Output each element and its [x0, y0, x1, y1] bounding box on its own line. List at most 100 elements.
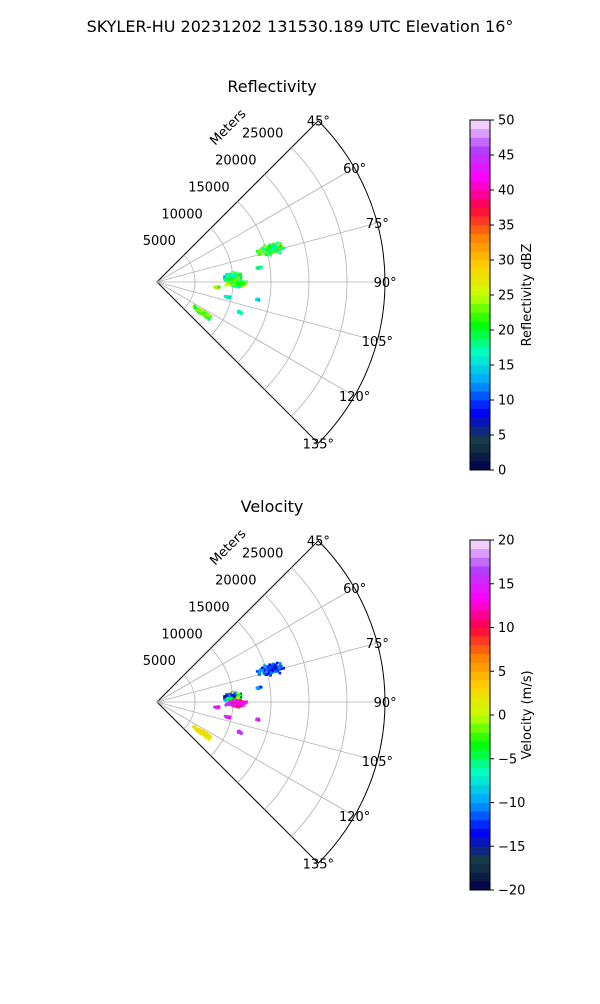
- echo-cell: [257, 686, 260, 689]
- echo-cell: [229, 703, 233, 707]
- colorbar-segment: [470, 146, 490, 156]
- echo-cell: [240, 282, 244, 286]
- echo-cell: [268, 666, 272, 669]
- azimuth-spoke: [156, 281, 355, 397]
- colorbar: 0 5 10 15 20 25 30 35 40 45 50 Reflectivity dBZ: [469, 114, 535, 479]
- echo-cell: [228, 278, 232, 281]
- echo-cell: [264, 665, 267, 669]
- colorbar-tick-label: 45: [498, 149, 515, 164]
- echo-cell: [226, 274, 229, 277]
- colorbar-segment: [470, 557, 490, 567]
- echo-cell: [274, 246, 278, 249]
- echo-cell: [238, 731, 242, 735]
- echo-cell: [282, 667, 285, 670]
- colorbar-tick-label: −15: [498, 840, 525, 855]
- colorbar-segment: [470, 872, 490, 882]
- azimuth-tick-label: 75°: [366, 217, 389, 232]
- colorbar-segment: [470, 347, 490, 357]
- colorbar-segment: [470, 627, 490, 637]
- echo-cell: [237, 730, 240, 734]
- colorbar-segment: [470, 198, 490, 208]
- echo-cell: [255, 266, 259, 270]
- echo-cell: [230, 696, 233, 700]
- echo-cell: [273, 247, 277, 251]
- echo-cell: [258, 668, 262, 672]
- colorbar-segment: [470, 277, 490, 287]
- colorbar-tick-label: 20: [498, 324, 515, 339]
- echo-cell: [268, 669, 271, 672]
- echo-cell: [235, 279, 238, 282]
- azimuth-spoke: [156, 701, 378, 762]
- echo-cell: [255, 670, 259, 673]
- colorbar-segment: [470, 260, 490, 270]
- echo-cell: [280, 667, 283, 671]
- panel-title: Velocity: [241, 497, 304, 516]
- echo-cell: [229, 280, 233, 284]
- colorbar-segment: [470, 566, 490, 576]
- colorbar-segment: [470, 435, 490, 445]
- echo-cell: [261, 669, 264, 672]
- colorbar-label: Velocity (m/s): [520, 670, 535, 759]
- echo-cell: [227, 281, 231, 285]
- colorbar-segment: [470, 732, 490, 742]
- echo-cell: [236, 276, 239, 279]
- colorbar-segment: [470, 645, 490, 655]
- echo-cell: [278, 248, 281, 251]
- colorbar-segment: [470, 776, 490, 786]
- echo-cell: [278, 251, 282, 255]
- echo-cell: [278, 666, 281, 670]
- echo-cell: [273, 667, 277, 671]
- echo-cell: [265, 248, 269, 252]
- colorbar-segment: [470, 452, 490, 462]
- echo-cell: [238, 273, 242, 277]
- echo-cell: [265, 253, 268, 256]
- echo-cell: [245, 701, 248, 705]
- echo-cell: [229, 700, 233, 704]
- echo-cell: [259, 265, 262, 269]
- echo-field: [192, 661, 285, 741]
- azimuth-tick-label: 90°: [374, 696, 397, 711]
- azimuth-tick-label: 135°: [303, 437, 334, 452]
- echo-cell: [236, 282, 239, 286]
- echo-cell: [242, 282, 245, 286]
- colorbar-segment: [470, 548, 490, 558]
- colorbar-segment: [470, 268, 490, 278]
- echo-cell: [239, 695, 242, 699]
- range-tick-label: 25000: [242, 547, 283, 562]
- echo-cell: [242, 704, 246, 707]
- colorbar-segment: [470, 181, 490, 191]
- echo-cell: [236, 274, 240, 277]
- echo-cell: [227, 283, 230, 286]
- colorbar-segment: [470, 216, 490, 226]
- echo-cell: [240, 731, 244, 735]
- echo-cell: [230, 274, 234, 277]
- colorbar-segment: [470, 820, 490, 830]
- echo-cell: [204, 312, 207, 316]
- echo-cell: [231, 279, 235, 282]
- colorbar-segment: [470, 426, 490, 436]
- azimuth-spoke: [156, 167, 355, 283]
- echo-cell: [265, 670, 268, 674]
- range-tick-label: 15000: [188, 600, 229, 615]
- azimuth-tick-label: 105°: [362, 335, 393, 350]
- echo-cell: [224, 283, 228, 287]
- colorbar-segment: [470, 312, 490, 322]
- range-tick-label: 20000: [215, 154, 256, 169]
- range-tick-label: 20000: [215, 574, 256, 589]
- azimuth-tick-label: 75°: [366, 637, 389, 652]
- echo-field: [192, 241, 285, 321]
- echo-cell: [279, 664, 282, 668]
- echo-cell: [271, 249, 274, 252]
- colorbar-segment: [470, 120, 490, 130]
- colorbar-segment: [470, 802, 490, 812]
- echo-cell: [260, 246, 264, 250]
- echo-cell: [263, 669, 267, 672]
- colorbar-tick-label: 15: [498, 577, 515, 592]
- echo-cell: [266, 672, 270, 675]
- colorbar: −20 −15 −10 −5 0 5 10 15 20 Velocity (m/s): [469, 534, 535, 899]
- echo-cell: [217, 285, 221, 289]
- colorbar-tick-label: 20: [498, 534, 515, 549]
- colorbar-segment: [470, 163, 490, 173]
- echo-cell: [278, 246, 281, 250]
